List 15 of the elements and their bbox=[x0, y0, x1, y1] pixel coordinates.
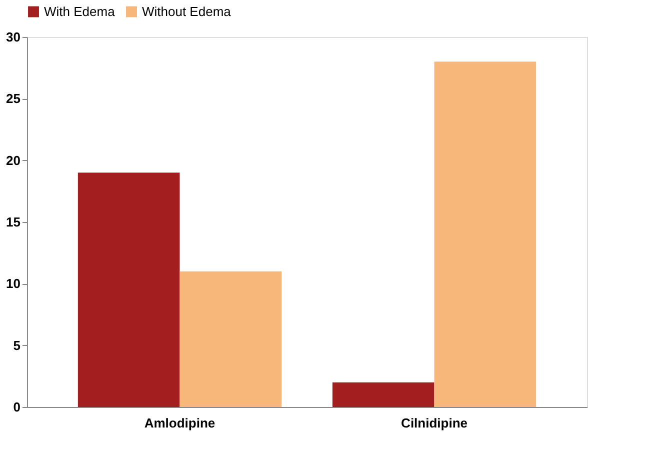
legend-label: Without Edema bbox=[142, 4, 232, 19]
y-tick-label: 20 bbox=[6, 152, 20, 168]
y-tick-label: 0 bbox=[13, 400, 20, 414]
bar bbox=[180, 271, 282, 407]
y-tick-label: 15 bbox=[6, 214, 20, 230]
bar bbox=[78, 172, 180, 407]
bar bbox=[332, 382, 434, 407]
bar bbox=[434, 62, 536, 407]
legend-label: With Edema bbox=[44, 4, 116, 19]
y-tick-label: 25 bbox=[6, 91, 20, 106]
x-tick-label: Amlodipine bbox=[144, 416, 216, 430]
y-tick-label: 30 bbox=[6, 30, 20, 44]
x-tick-label: Cilnidipine bbox=[401, 416, 468, 430]
y-tick-label: 5 bbox=[13, 338, 20, 353]
y-tick-label: 10 bbox=[6, 276, 20, 292]
